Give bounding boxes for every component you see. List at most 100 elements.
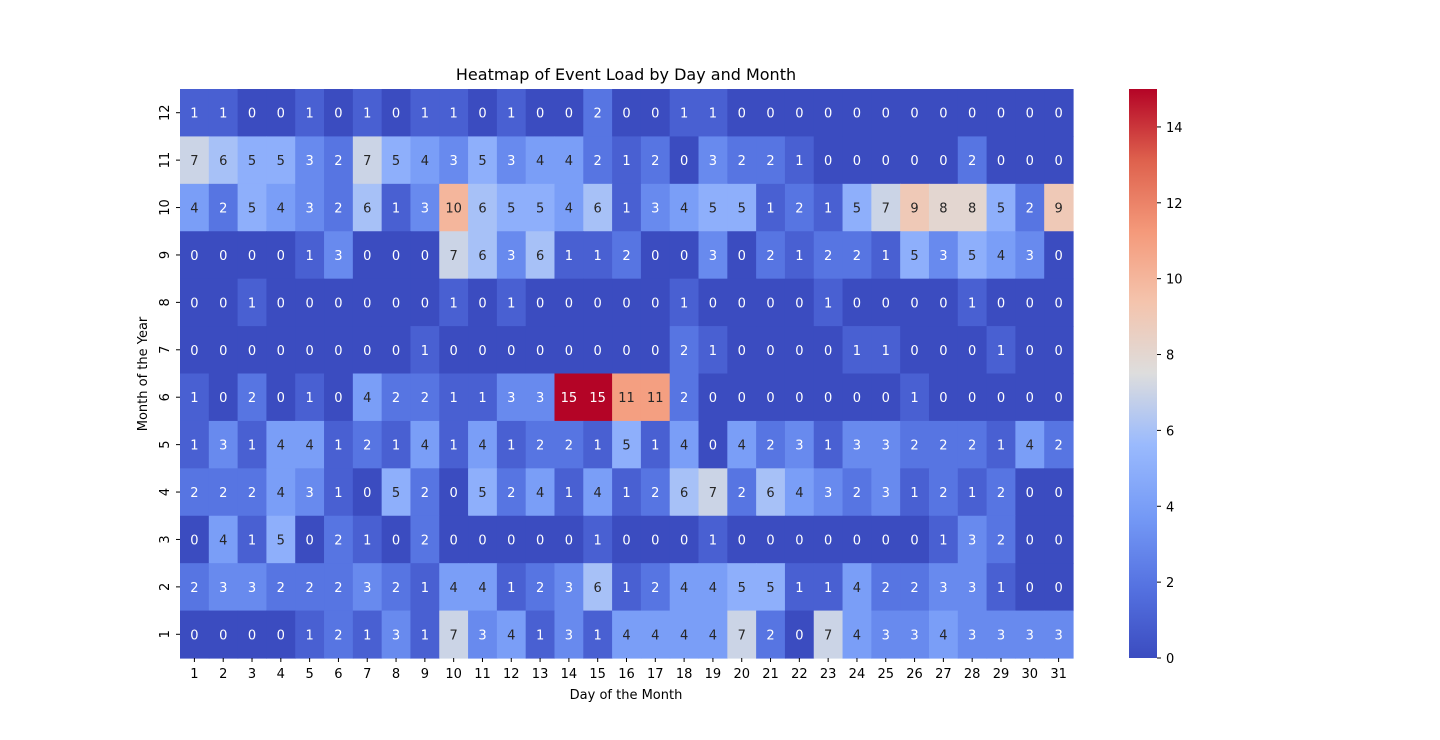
heatmap-cell (727, 515, 757, 564)
heatmap-cell (1044, 231, 1074, 280)
x-tick-label: 16 (618, 667, 635, 682)
cell-value-label: 2 (738, 154, 746, 169)
heatmap-cell (208, 610, 239, 659)
cell-value-label: 0 (507, 344, 515, 359)
heatmap-cell (525, 136, 556, 185)
heatmap-cell (986, 326, 1016, 375)
heatmap-cell (957, 563, 988, 612)
cell-value-label: 5 (738, 581, 746, 596)
cell-value-label: 5 (738, 202, 746, 217)
heatmap-cell (496, 136, 527, 185)
cell-value-label: 0 (363, 249, 371, 264)
heatmap-cell (957, 278, 988, 327)
cell-value-label: 3 (219, 439, 227, 454)
cell-value-label: 1 (334, 486, 342, 501)
cell-value-label: 3 (1054, 628, 1062, 643)
heatmap-cell (208, 420, 239, 469)
heatmap-cell (640, 420, 671, 469)
y-tick-label: 12 (158, 104, 173, 121)
y-tick-label: 5 (158, 440, 173, 448)
heatmap-cell (900, 610, 930, 659)
heatmap-cell (583, 420, 613, 469)
cell-value-label: 0 (882, 391, 890, 406)
cell-value-label: 4 (565, 202, 573, 217)
cell-value-label: 3 (939, 581, 947, 596)
heatmap-cell (381, 89, 412, 138)
heatmap-cell (237, 515, 268, 564)
heatmap-cell (871, 326, 901, 375)
heatmap-cell (640, 468, 671, 517)
cell-value-label: 1 (622, 486, 630, 501)
heatmap-cell (381, 278, 412, 327)
cell-value-label: 2 (392, 391, 400, 406)
cell-value-label: 3 (709, 154, 717, 169)
heatmap-cell (381, 183, 412, 232)
heatmap-cell (842, 420, 872, 469)
heatmap-cell (525, 515, 556, 564)
cell-value-label: 3 (478, 628, 486, 643)
cell-value-label: 1 (248, 296, 256, 311)
heatmap-cell (1015, 136, 1045, 185)
cell-value-label: 1 (507, 439, 515, 454)
heatmap-cell (352, 183, 383, 232)
heatmap-cell (1015, 89, 1045, 138)
cell-value-label: 0 (594, 344, 602, 359)
x-tick-label: 13 (532, 667, 549, 682)
cell-value-label: 4 (536, 486, 544, 501)
heatmap-cell (525, 278, 556, 327)
heatmap-cell (957, 420, 988, 469)
cell-value-label: 7 (882, 202, 890, 217)
cell-value-label: 0 (1026, 107, 1034, 122)
cell-value-label: 0 (363, 486, 371, 501)
cell-value-label: 0 (334, 107, 342, 122)
heatmap-cells: 1 1 0 0 1 0 1 0 1 1 0 1 0 0 2 0 0 1 1 0 0 0 0 0 0 0 0 0 0 0 07 6 5 5 3 2 7 5 4… (180, 89, 1074, 659)
x-tick-label: 9 (421, 667, 429, 682)
cell-value-label: 2 (939, 486, 947, 501)
heatmap-cell (180, 278, 210, 327)
heatmap-cell (986, 373, 1016, 422)
cell-value-label: 4 (622, 628, 630, 643)
heatmap-cell (928, 136, 959, 185)
cell-value-label: 1 (421, 107, 429, 122)
cell-value-label: 0 (305, 533, 313, 548)
heatmap-cell (324, 373, 354, 422)
cell-value-label: 0 (305, 344, 313, 359)
cell-value-label: 0 (824, 344, 832, 359)
heatmap-cell (871, 89, 901, 138)
x-tick-label: 28 (964, 667, 981, 682)
heatmap-cell (756, 89, 786, 138)
heatmap-cell (842, 610, 872, 659)
heatmap-cell (612, 136, 642, 185)
cell-value-label: 1 (997, 344, 1005, 359)
cell-value-label: 5 (536, 202, 544, 217)
x-tick-label: 15 (589, 667, 606, 682)
heatmap-cell (640, 326, 671, 375)
heatmap-cell (295, 89, 325, 138)
cell-value-label: 4 (277, 439, 285, 454)
heatmap-cell (813, 420, 844, 469)
heatmap-cell (727, 89, 757, 138)
heatmap-cell (295, 420, 325, 469)
heatmap-cell (612, 563, 642, 612)
heatmap-cell (928, 231, 959, 280)
x-tick-label: 24 (849, 667, 866, 682)
heatmap-cell (468, 278, 498, 327)
cell-value-label: 0 (1026, 154, 1034, 169)
heatmap-cell (410, 515, 440, 564)
x-tick-label: 22 (791, 667, 808, 682)
heatmap-cell (468, 610, 498, 659)
cell-value-label: 0 (1026, 391, 1034, 406)
cell-value-label: 3 (565, 628, 573, 643)
heatmap-cell (756, 610, 786, 659)
cell-value-label: 5 (248, 154, 256, 169)
heatmap-cell (554, 420, 584, 469)
heatmap-cell (266, 326, 296, 375)
heatmap-cell (900, 563, 930, 612)
cell-value-label: 0 (536, 296, 544, 311)
heatmap-cell (583, 183, 613, 232)
heatmap-cell (957, 231, 988, 280)
cell-value-label: 1 (190, 439, 198, 454)
cell-value-label: 0 (219, 249, 227, 264)
cell-value-label: 2 (738, 486, 746, 501)
y-tick-label: 3 (158, 535, 173, 543)
